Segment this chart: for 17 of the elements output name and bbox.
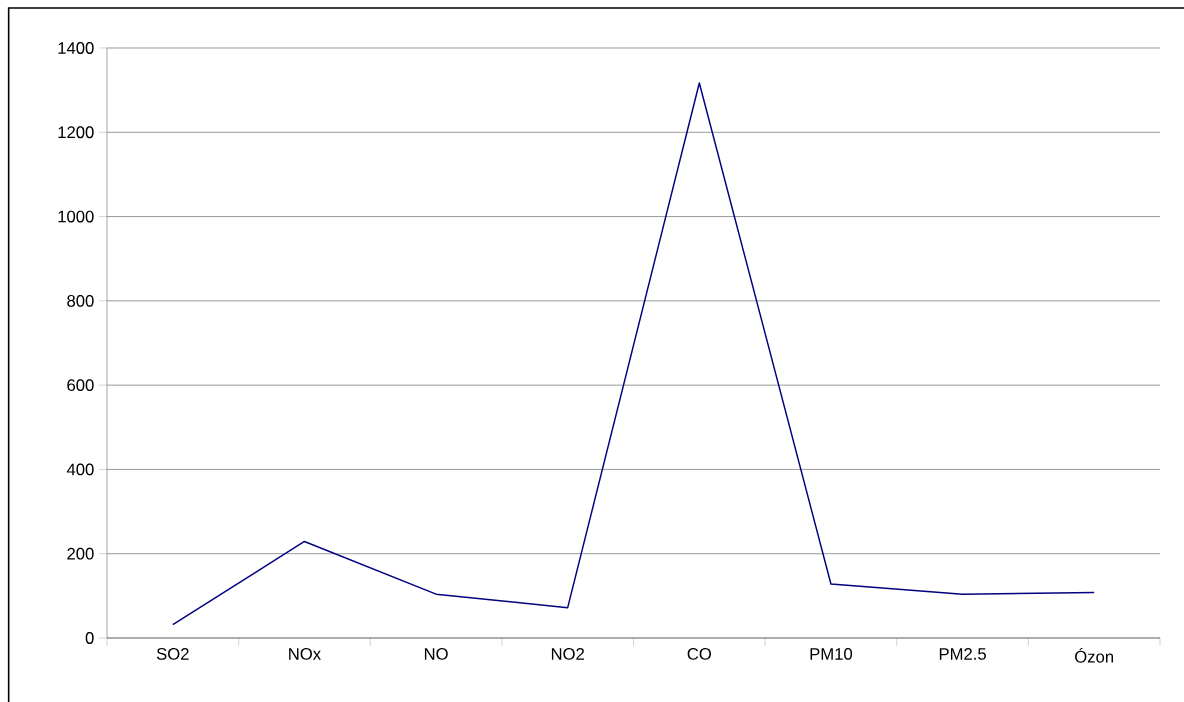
y-tick-label: 800 (67, 294, 94, 307)
x-tick-label: PM2.5 (939, 648, 986, 660)
x-tick-label: SO2 (156, 648, 189, 660)
x-tick-label: CO (687, 648, 712, 660)
line-series (172, 82, 1095, 626)
y-tick-label: 1400 (58, 42, 94, 54)
x-tick-label: NO2 (551, 648, 584, 660)
y-tick-label: 1200 (58, 126, 94, 139)
y-tick-label: 200 (67, 547, 94, 560)
x-tick-label: PM10 (810, 648, 853, 660)
y-tick-label: 600 (67, 379, 94, 392)
x-tick-label: Ózon (1075, 648, 1114, 663)
x-tick-label: NO (424, 648, 448, 660)
y-tick-label: 1000 (58, 210, 94, 223)
x-tick-label: NOx (289, 648, 321, 660)
y-tick-label: 400 (66, 463, 94, 476)
y-tick-label: 0 (85, 632, 94, 644)
